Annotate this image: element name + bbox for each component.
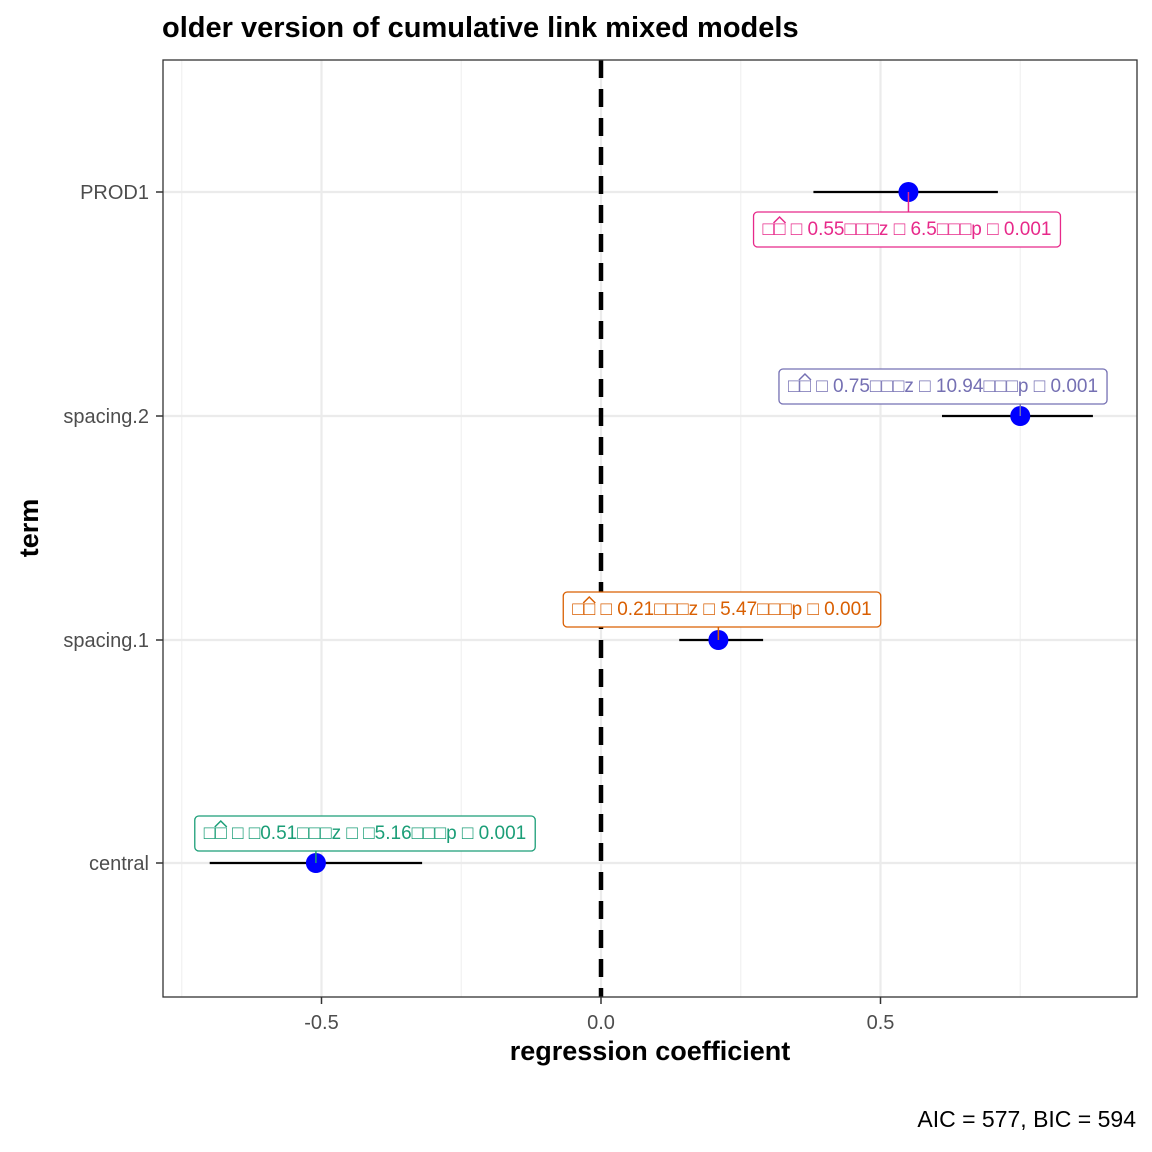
annotation-PROD1: □□ □ 0.55□□□z □ 6.5□□□p □ 0.001 [752,192,1062,248]
panel-border [162,59,1138,998]
y-tick-label: PROD1 [80,182,149,204]
error-bars [209,190,1093,865]
beta-hat-accent-spacing.1 [582,595,596,604]
y-tick-label: spacing.2 [63,406,149,428]
x-tick-label: -0.5 [304,1012,338,1034]
annotation-label-spacing.2: □□ □ 0.75□□□z □ 10.94□□□p □ 0.001 [788,376,1098,397]
x-tick-label: 0.5 [867,1012,895,1034]
annotation-box-spacing.2 [778,368,1108,405]
y-axis-title: term [14,499,44,558]
x-axis-title: regression coefficient [510,1036,791,1066]
annotation-spacing.1: □□ □ 0.21□□□z □ 5.47□□□p □ 0.001 [562,591,882,640]
annotation-box-spacing.1 [562,591,882,628]
model-fit-caption: AIC = 577, BIC = 594 [917,1106,1136,1132]
y-tick-label: spacing.1 [63,630,149,652]
annotation-box-PROD1 [752,211,1062,248]
beta-hat-accent-central [214,819,228,828]
y-tick-label: central [89,853,149,875]
points [305,182,1031,873]
x-tick-label: 0.0 [587,1012,615,1034]
x-axis: -0.5 0.0 0.5 [304,997,894,1034]
y-axis: central spacing.1 spacing.2 PROD1 [63,182,163,875]
annotation-box-central [194,815,536,852]
annotation-spacing.2: □□ □ 0.75□□□z □ 10.94□□□p □ 0.001 [778,368,1108,416]
annotation-label-spacing.1: □□ □ 0.21□□□z □ 5.47□□□p □ 0.001 [572,599,871,620]
beta-hat-accent-spacing.2 [798,372,812,381]
annotation-label-PROD1: □□ □ 0.55□□□z □ 6.5□□□p □ 0.001 [763,219,1052,240]
annotations: □□ □ □0.51□□□z □ □5.16□□□p □ 0.001 □□ □ 0… [194,192,1108,863]
annotation-label-central: □□ □ □0.51□□□z □ □5.16□□□p □ 0.001 [204,823,526,844]
chart-title: older version of cumulative link mixed m… [162,12,799,44]
beta-hat-accent-PROD1 [773,215,787,224]
annotation-central: □□ □ □0.51□□□z □ □5.16□□□p □ 0.001 [194,815,536,863]
